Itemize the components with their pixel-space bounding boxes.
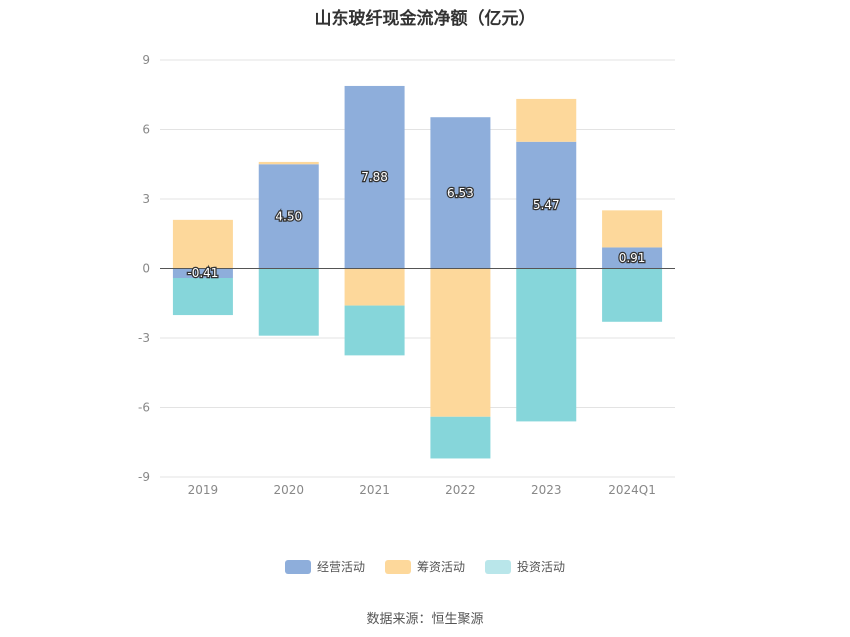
data-label: 7.88 [361, 170, 388, 184]
bar-financing [344, 268, 405, 306]
chart-title: 山东玻纤现金流净额（亿元） [314, 9, 536, 29]
y-tick-label: 0 [142, 262, 150, 276]
bar-financing [516, 98, 577, 142]
legend-swatch-financing [384, 559, 411, 574]
y-tick-label: -3 [138, 331, 150, 345]
legend-item-investing[interactable]: 投资活动 [485, 558, 565, 575]
bar-investing [602, 268, 663, 322]
legend: 经营活动 筹资活动 投资活动 [0, 558, 850, 575]
legend-label-financing: 筹资活动 [416, 560, 465, 574]
data-label: 4.50 [275, 209, 302, 223]
bar-investing [258, 268, 319, 336]
x-tick-label: 2023 [531, 483, 562, 497]
legend-item-financing[interactable]: 筹资活动 [384, 558, 465, 575]
bar-operating [430, 117, 491, 269]
data-label: 5.47 [533, 198, 560, 212]
x-tick-label: 2020 [273, 483, 304, 497]
x-tick-label: 2024Q1 [608, 483, 656, 497]
bar-operating [344, 85, 405, 269]
y-tick-label: 3 [142, 192, 150, 206]
bar-operating [602, 247, 663, 269]
bar-investing [344, 305, 405, 356]
bar-financing [430, 268, 491, 417]
x-tick-label: 2021 [359, 483, 390, 497]
legend-item-operating[interactable]: 经营活动 [284, 558, 365, 575]
data-label: -0.41 [187, 266, 218, 280]
y-tick-label: -6 [138, 401, 150, 415]
x-tick-label: 2019 [188, 483, 219, 497]
data-label: 6.53 [447, 186, 474, 200]
y-tick-label: 6 [142, 123, 150, 137]
x-tick-label: 2022 [445, 483, 476, 497]
bar-financing [258, 161, 319, 165]
bar-investing [516, 268, 577, 422]
legend-label-operating: 经营活动 [316, 560, 365, 574]
data-label: 0.91 [619, 251, 646, 265]
y-tick-label: 9 [142, 53, 150, 67]
data-source: 数据来源：恒生聚源 [366, 612, 484, 627]
y-tick-label: -9 [138, 470, 150, 484]
bar-investing [430, 416, 491, 459]
legend-label-investing: 投资活动 [517, 560, 566, 574]
cashflow-stacked-bar-chart: 9 6 3 0 -3 -6 -9 2019 2020 2021 2022 2023 2024Q1 -0.4… [138, 53, 675, 497]
bar-operating [516, 141, 577, 269]
legend-swatch-operating [284, 559, 311, 574]
bar-operating [172, 268, 233, 278]
bar-financing [602, 210, 663, 248]
legend-swatch-investing [485, 559, 511, 574]
bar-investing [172, 277, 233, 316]
bar-financing [172, 219, 233, 269]
bar-operating [258, 164, 319, 269]
